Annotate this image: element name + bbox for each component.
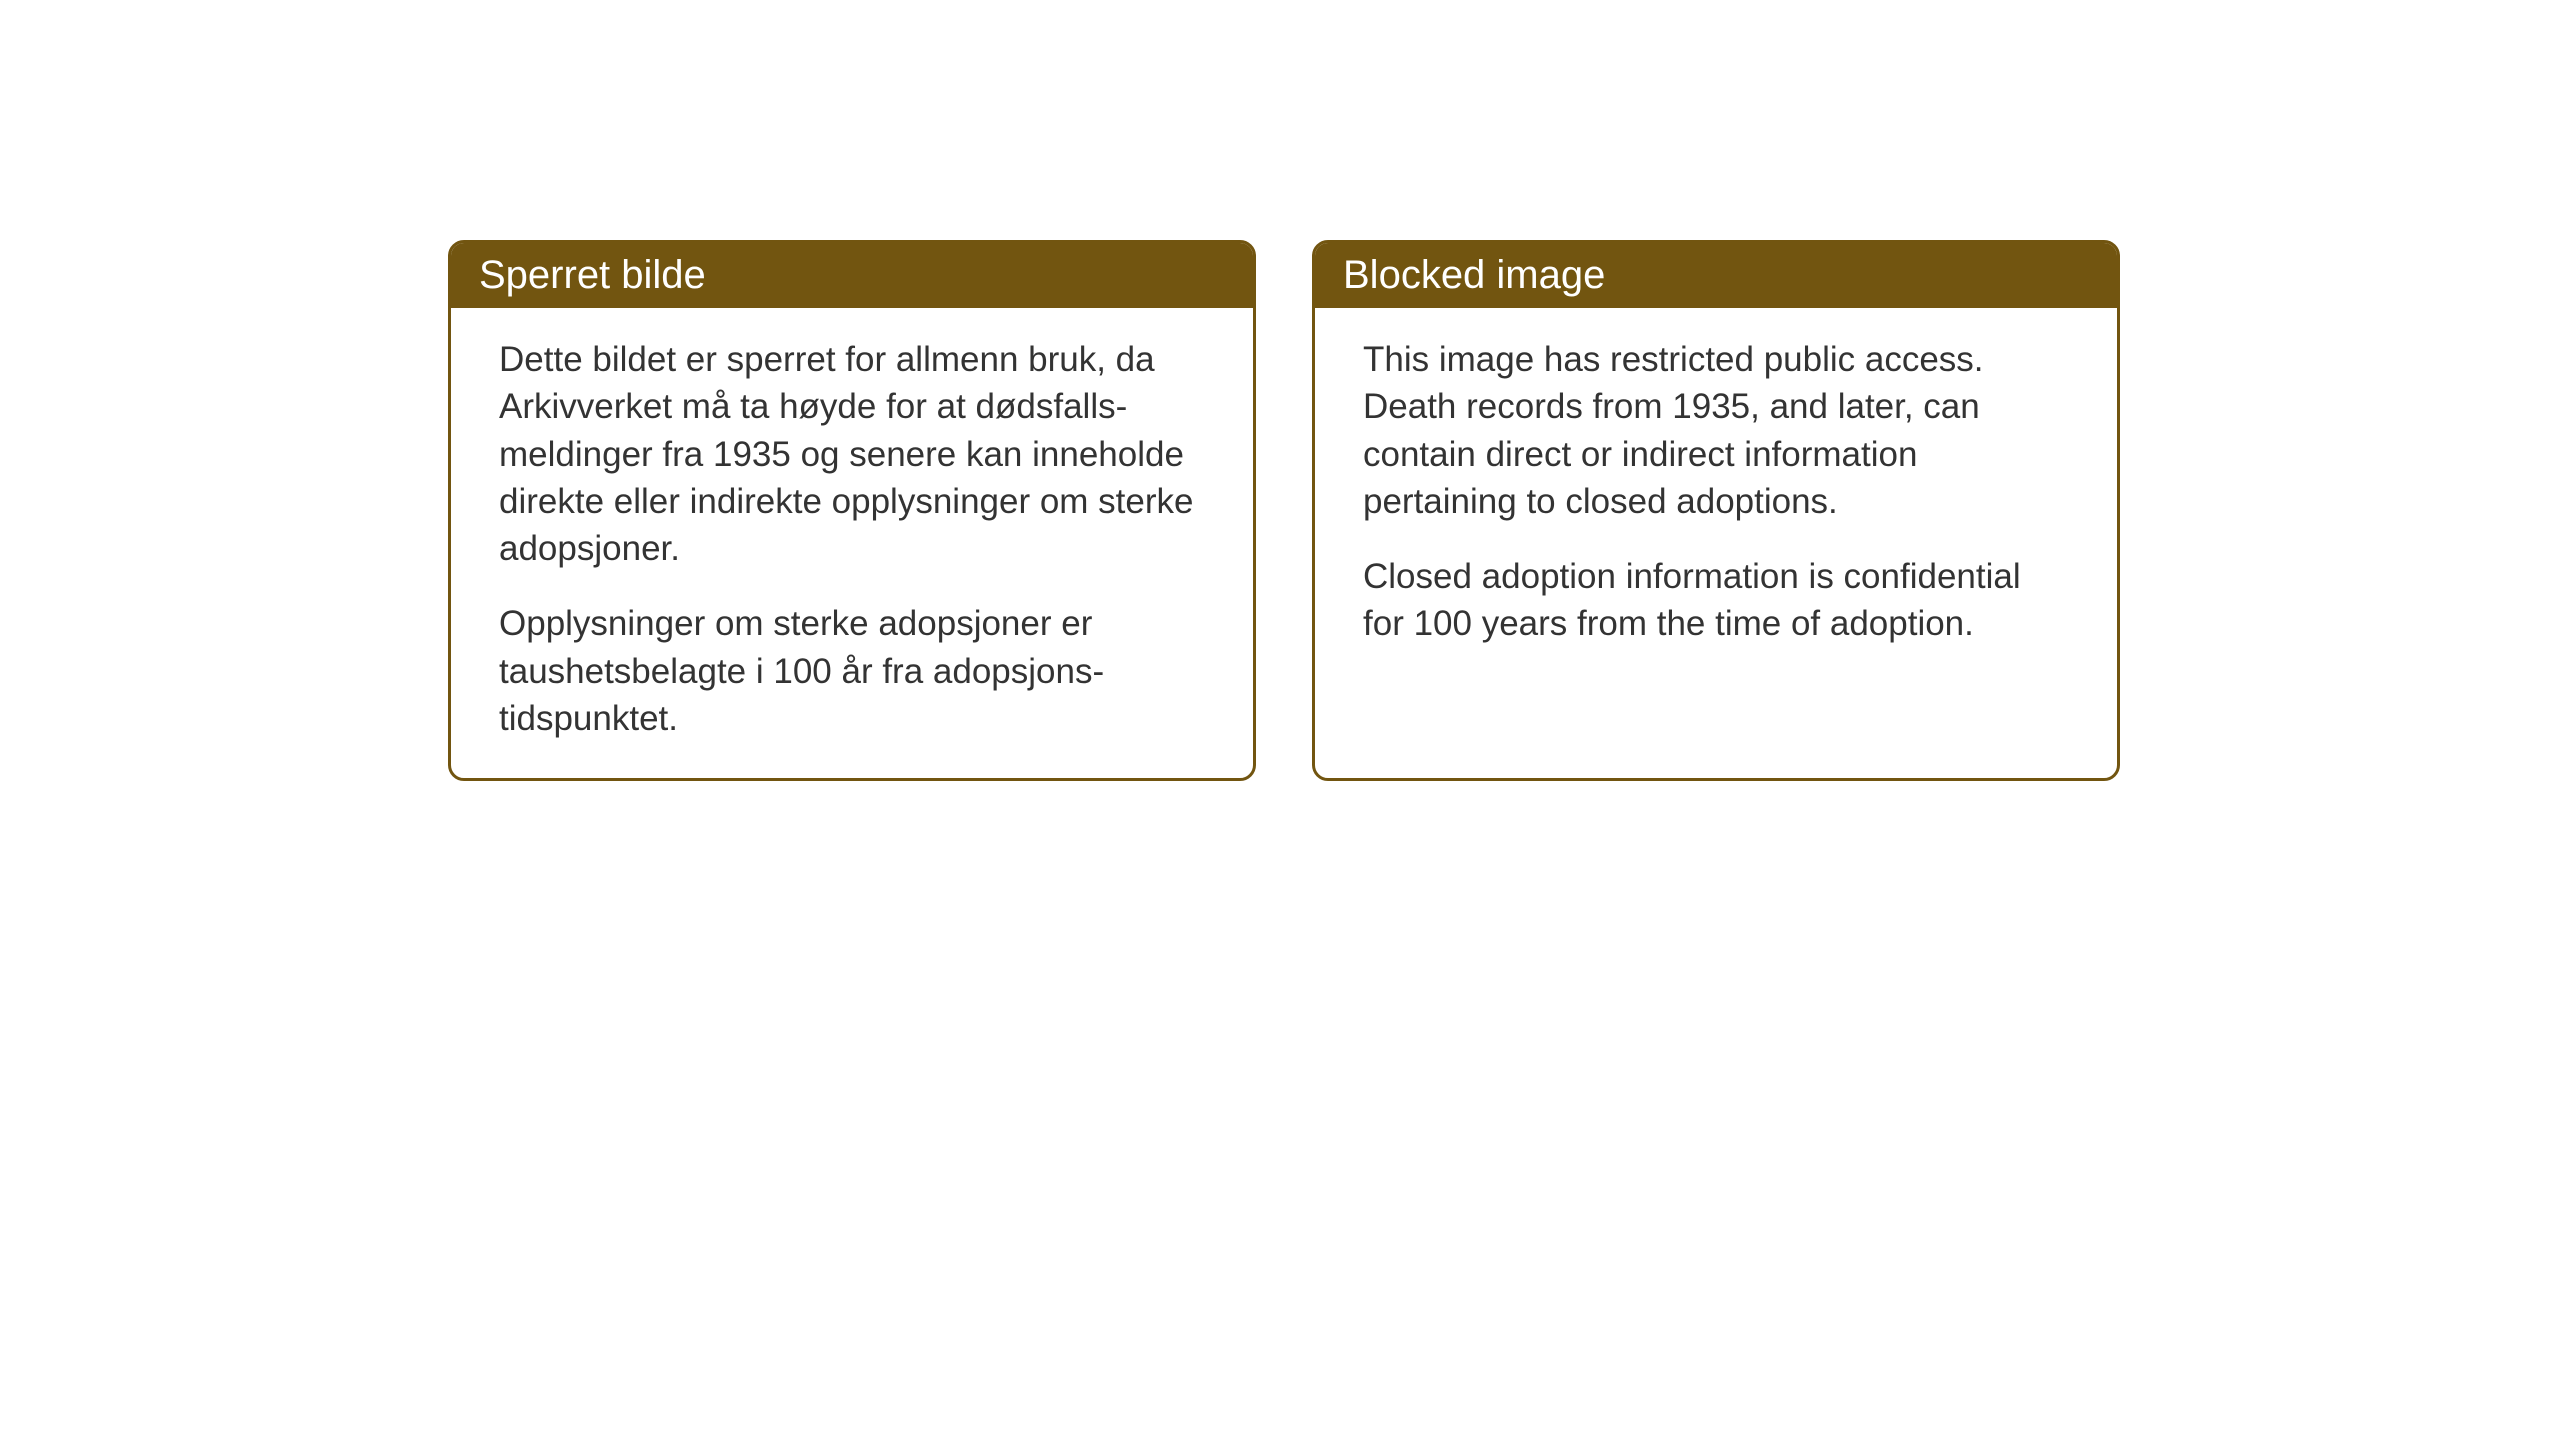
notice-body-english: This image has restricted public access.…	[1315, 308, 2117, 684]
notice-paragraph: Dette bildet er sperret for allmenn bruk…	[499, 336, 1205, 572]
notice-container: Sperret bilde Dette bildet er sperret fo…	[448, 240, 2120, 781]
notice-paragraph: Closed adoption information is confident…	[1363, 553, 2069, 648]
notice-box-english: Blocked image This image has restricted …	[1312, 240, 2120, 781]
notice-header-english: Blocked image	[1315, 243, 2117, 308]
notice-box-norwegian: Sperret bilde Dette bildet er sperret fo…	[448, 240, 1256, 781]
notice-body-norwegian: Dette bildet er sperret for allmenn bruk…	[451, 308, 1253, 778]
notice-paragraph: This image has restricted public access.…	[1363, 336, 2069, 525]
notice-header-norwegian: Sperret bilde	[451, 243, 1253, 308]
notice-title-norwegian: Sperret bilde	[479, 253, 706, 297]
notice-title-english: Blocked image	[1343, 253, 1605, 297]
notice-paragraph: Opplysninger om sterke adopsjoner er tau…	[499, 600, 1205, 742]
